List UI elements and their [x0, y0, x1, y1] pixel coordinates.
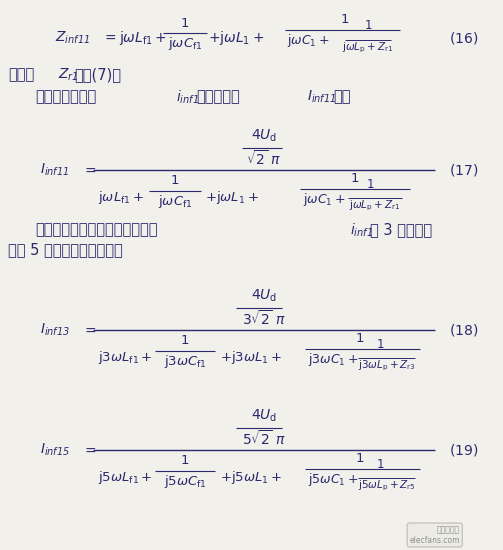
- Text: $3\sqrt{2}\ \pi$: $3\sqrt{2}\ \pi$: [242, 309, 286, 328]
- Text: 的 3 次谐波分: 的 3 次谐波分: [370, 223, 432, 238]
- Text: $+\mathregular{j}\omega L_1+$: $+\mathregular{j}\omega L_1+$: [205, 190, 259, 206]
- Text: $+\mathregular{j}3\omega L_1+$: $+\mathregular{j}3\omega L_1+$: [220, 349, 282, 366]
- Text: $\mathregular{j}\omega L_{\mathregular{f1}}+$: $\mathregular{j}\omega L_{\mathregular{f…: [98, 190, 144, 206]
- Text: $(19)$: $(19)$: [449, 442, 478, 458]
- Text: $\mathregular{j}3\omega L_{\mathregular{f1}}+$: $\mathregular{j}3\omega L_{\mathregular{…: [98, 349, 152, 366]
- Text: $Z_{\mathregular{inf11}}$: $Z_{\mathregular{inf11}}$: [55, 30, 90, 46]
- Text: $1$: $1$: [376, 458, 384, 471]
- Text: $1$: $1$: [181, 454, 190, 467]
- Text: $\mathregular{j}\omega C_{\mathregular{f1}}$: $\mathregular{j}\omega C_{\mathregular{f…: [167, 35, 202, 52]
- Text: 逆变器输出电流: 逆变器输出电流: [35, 90, 96, 104]
- Text: $\mathregular{j}5\omega C_1+$: $\mathregular{j}5\omega C_1+$: [308, 471, 359, 488]
- Text: $=$: $=$: [82, 443, 97, 457]
- Text: $(17)$: $(17)$: [449, 162, 478, 178]
- Text: 同理，可以求得逆变器输出电流: 同理，可以求得逆变器输出电流: [35, 223, 157, 238]
- Text: $\mathregular{j}3\omega C_{\mathregular{f1}}$: $\mathregular{j}3\omega C_{\mathregular{…: [163, 353, 206, 370]
- Text: $1$: $1$: [356, 332, 365, 345]
- Text: $\mathregular{j}\omega C_1+$: $\mathregular{j}\omega C_1+$: [287, 32, 329, 49]
- Text: $1$: $1$: [171, 174, 180, 187]
- Text: $Z_{\mathregular{r1}}$: $Z_{\mathregular{r1}}$: [58, 67, 78, 83]
- Text: $4U_{\mathregular{d}}$: $4U_{\mathregular{d}}$: [251, 288, 277, 304]
- Text: $\mathregular{j}3\omega L_{\mathregular{p}}+Z_{\mathregular{r3}}$: $\mathregular{j}3\omega L_{\mathregular{…: [358, 359, 416, 373]
- Text: 如式(7)。: 如式(7)。: [74, 68, 121, 82]
- Text: $=\mathregular{j}\omega L_{\mathregular{f1}}+$: $=\mathregular{j}\omega L_{\mathregular{…: [102, 29, 167, 47]
- Text: $=$: $=$: [82, 323, 97, 337]
- Text: $+\mathregular{j}\omega L_1+$: $+\mathregular{j}\omega L_1+$: [208, 29, 264, 47]
- Text: $1$: $1$: [341, 13, 350, 26]
- Text: 量和 5 次谐波分量分别为：: 量和 5 次谐波分量分别为：: [8, 243, 123, 257]
- Text: $1$: $1$: [376, 338, 384, 351]
- Text: $1$: $1$: [181, 17, 190, 30]
- Text: $1$: $1$: [181, 334, 190, 347]
- Text: $I_{\mathregular{inf15}}$: $I_{\mathregular{inf15}}$: [40, 442, 70, 458]
- Text: 电子发烧友
elecfans.com: 电子发烧友 elecfans.com: [409, 525, 460, 544]
- Text: $I_{\mathregular{inf11}}$: $I_{\mathregular{inf11}}$: [307, 89, 337, 105]
- Text: $\mathregular{j}\omega L_{\mathregular{p}}+Z_{\mathregular{r1}}$: $\mathregular{j}\omega L_{\mathregular{p…: [343, 41, 394, 56]
- Text: $\mathregular{j}\omega C_{\mathregular{f1}}$: $\mathregular{j}\omega C_{\mathregular{f…: [158, 193, 192, 210]
- Text: $1$: $1$: [364, 19, 372, 32]
- Text: $=$: $=$: [82, 163, 97, 177]
- Text: $1$: $1$: [366, 178, 374, 191]
- Text: $(18)$: $(18)$: [449, 322, 478, 338]
- Text: $i_{\mathregular{inf1}}$: $i_{\mathregular{inf1}}$: [350, 221, 373, 239]
- Text: $i_{\mathregular{inf1}}$: $i_{\mathregular{inf1}}$: [176, 89, 199, 106]
- Text: 的基波分量: 的基波分量: [196, 90, 240, 104]
- Text: $1$: $1$: [351, 172, 360, 185]
- Text: $4U_{\mathregular{d}}$: $4U_{\mathregular{d}}$: [251, 408, 277, 424]
- Text: $\mathregular{j}5\omega L_{\mathregular{f1}}+$: $\mathregular{j}5\omega L_{\mathregular{…: [98, 470, 152, 487]
- Text: $\mathregular{j}5\omega L_{\mathregular{p}}+Z_{\mathregular{r5}}$: $\mathregular{j}5\omega L_{\mathregular{…: [358, 479, 416, 493]
- Text: $1$: $1$: [356, 452, 365, 465]
- Text: $4U_{\mathregular{d}}$: $4U_{\mathregular{d}}$: [251, 128, 277, 144]
- Text: $I_{\mathregular{inf13}}$: $I_{\mathregular{inf13}}$: [40, 322, 70, 338]
- Text: $\mathregular{j}\omega L_{\mathregular{p}}+Z_{\mathregular{r1}}$: $\mathregular{j}\omega L_{\mathregular{p…: [350, 199, 400, 213]
- Text: $\mathregular{j}5\omega C_{\mathregular{f1}}$: $\mathregular{j}5\omega C_{\mathregular{…: [163, 473, 206, 490]
- Text: 其中，: 其中，: [8, 68, 34, 82]
- Text: $(16)$: $(16)$: [449, 30, 478, 46]
- Text: $\mathregular{j}3\omega C_1+$: $\mathregular{j}3\omega C_1+$: [308, 351, 359, 368]
- Text: $5\sqrt{2}\ \pi$: $5\sqrt{2}\ \pi$: [242, 429, 286, 448]
- Text: $+\mathregular{j}5\omega L_1+$: $+\mathregular{j}5\omega L_1+$: [220, 470, 282, 487]
- Text: 为：: 为：: [333, 90, 351, 104]
- Text: $I_{\mathregular{inf11}}$: $I_{\mathregular{inf11}}$: [40, 162, 69, 178]
- Text: $\sqrt{2}\ \pi$: $\sqrt{2}\ \pi$: [246, 149, 282, 168]
- Text: $\mathregular{j}\omega C_1+$: $\mathregular{j}\omega C_1+$: [303, 191, 346, 208]
